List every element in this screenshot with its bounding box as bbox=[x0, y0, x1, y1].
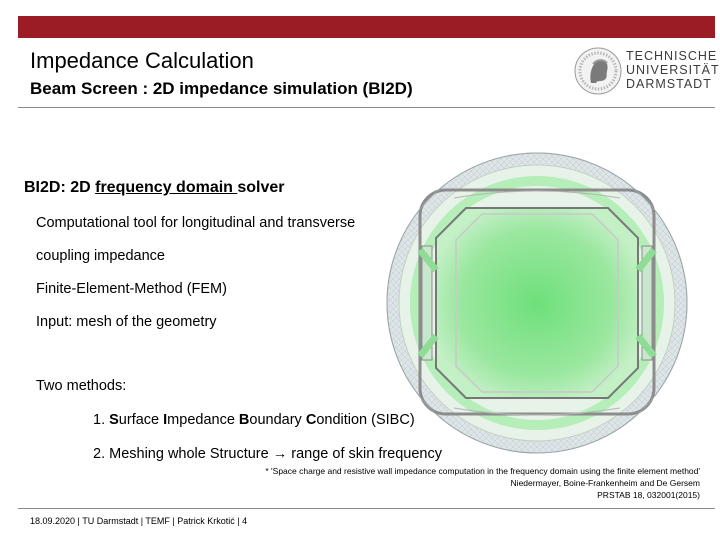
bullet-text: Input: mesh of the geometry bbox=[36, 314, 217, 330]
page-title: Impedance Calculation bbox=[30, 48, 254, 73]
methods-intro: Two methods: bbox=[36, 378, 127, 394]
method-sibc: 1. Surface Impedance Boundary Condition … bbox=[93, 412, 415, 428]
method-meshing: 2. Meshing whole Structure → range of sk… bbox=[93, 446, 442, 462]
underlined-term: frequency domain bbox=[95, 179, 238, 196]
header-accent-bar bbox=[18, 16, 715, 38]
page-subtitle: Beam Screen : 2D impedance simulation (B… bbox=[30, 79, 413, 98]
section-heading: BI2D: 2D frequency domain solver bbox=[24, 179, 285, 196]
beam-screen-mesh-figure bbox=[386, 152, 688, 454]
bullet-text: Finite-Element-Method (FEM) bbox=[36, 281, 227, 297]
citation: * 'Space charge and resistive wall imped… bbox=[265, 466, 700, 500]
footer-text: 18.09.2020 | TU Darmstadt | TEMF | Patri… bbox=[30, 516, 248, 526]
bullet-text: Computational tool for longitudinal and … bbox=[36, 215, 356, 231]
bullet-text: coupling impedance bbox=[36, 248, 165, 264]
header-divider bbox=[18, 107, 715, 108]
arrow-right-icon: → bbox=[272, 446, 288, 462]
footer-divider bbox=[18, 508, 715, 509]
university-logo-text: TECHNISCHE UNIVERSITÄT DARMSTADT bbox=[626, 49, 720, 91]
university-seal-icon bbox=[574, 47, 622, 95]
university-logo: TECHNISCHE UNIVERSITÄT DARMSTADT bbox=[566, 44, 719, 102]
